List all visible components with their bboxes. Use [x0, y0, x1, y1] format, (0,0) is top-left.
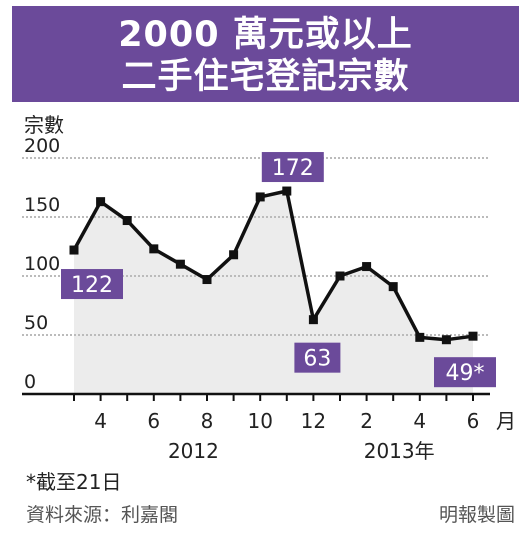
x-unit-label: 月 — [496, 409, 516, 433]
data-point-2012-03 — [69, 245, 79, 255]
x-tick-label-6: 4 — [413, 409, 426, 433]
data-point-2012-08 — [202, 275, 212, 285]
data-point-2012-05 — [122, 216, 132, 226]
data-point-2012-12 — [308, 315, 318, 325]
y-tick-label-0: 0 — [24, 371, 36, 393]
data-point-2012-11 — [282, 186, 292, 196]
annotation-box-2012-03 — [61, 269, 123, 300]
series-line — [72, 189, 474, 342]
y-axis-label: 宗數 — [24, 113, 64, 137]
data-point-2013-05 — [441, 335, 451, 345]
annotation-label-2012-12: 63 — [303, 347, 331, 372]
y-tick-label-200: 200 — [24, 135, 60, 157]
x-tick-label-2: 8 — [201, 409, 214, 433]
data-point-2012-04 — [96, 197, 106, 207]
y-tick-label-100: 100 — [24, 253, 60, 275]
title-banner: 2000 萬元或以上 二手住宅登記宗數 — [12, 6, 519, 102]
x-tick-label-5: 2 — [360, 409, 373, 433]
annotation-label-2012-11: 172 — [272, 156, 314, 181]
data-point-2013-02 — [362, 262, 372, 272]
area-fill — [74, 191, 473, 394]
data-point-2013-06 — [468, 331, 478, 341]
data-point-2012-10 — [255, 192, 265, 202]
year-label-2012: 2012 — [168, 439, 219, 463]
annotation-label-2013-06: 49* — [446, 361, 485, 386]
x-tick-label-1: 6 — [147, 409, 160, 433]
annotation-label-2012-03: 122 — [71, 273, 113, 298]
credit-note: 明報製圖 — [438, 504, 515, 526]
data-point-2013-03 — [388, 282, 398, 292]
annotation-box-2012-12 — [294, 342, 341, 373]
x-tick-label-7: 6 — [467, 409, 480, 433]
source-note: 資料來源：利嘉閣 — [26, 504, 179, 526]
annotation-box-2013-06 — [434, 357, 496, 388]
data-point-2012-06 — [149, 244, 159, 254]
chart-title-line1: 2000 萬元或以上 — [118, 15, 413, 55]
data-point-2012-07 — [175, 259, 185, 269]
data-point-2012-09 — [229, 250, 239, 260]
footnote: *截至21日 — [26, 470, 122, 494]
x-tick-label-3: 10 — [247, 409, 272, 433]
x-tick-label-0: 4 — [94, 409, 107, 433]
data-point-2013-04 — [415, 332, 425, 342]
y-tick-label-150: 150 — [24, 194, 60, 216]
y-tick-label-50: 50 — [24, 312, 48, 334]
annotation-box-2012-11 — [261, 152, 324, 183]
year-label-2013: 2013年 — [364, 439, 435, 463]
x-tick-label-4: 12 — [301, 409, 326, 433]
data-point-2013-01 — [335, 271, 345, 281]
chart-title-line2: 二手住宅登記宗數 — [121, 57, 410, 97]
